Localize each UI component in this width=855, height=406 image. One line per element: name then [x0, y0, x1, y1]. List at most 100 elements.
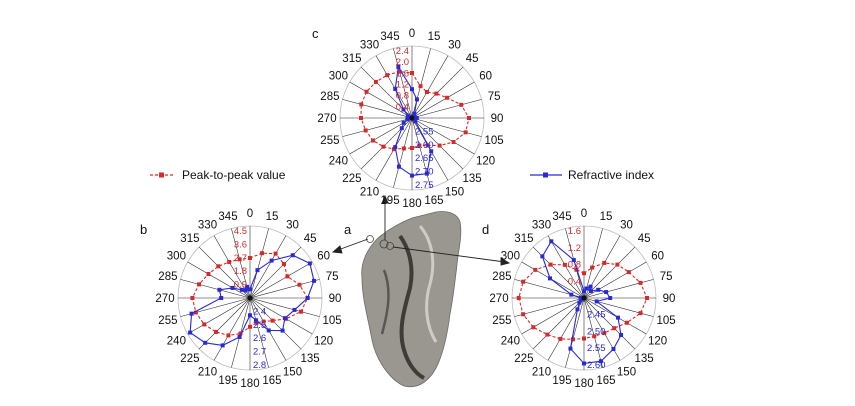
panel-label-c: c [312, 26, 319, 41]
data-point-peak [626, 270, 631, 275]
angle-tick-label: 30 [286, 219, 299, 231]
data-point-peak [417, 143, 422, 148]
angle-tick-label: 345 [380, 31, 399, 43]
data-point-peak [226, 333, 231, 338]
angle-tick-label: 15 [600, 211, 613, 223]
polar-spoke [198, 297, 251, 350]
angle-tick-label: 285 [320, 91, 339, 103]
data-point-refractive [604, 290, 609, 295]
angle-tick-label: 135 [635, 353, 654, 365]
data-point-refractive [237, 334, 242, 339]
angle-tick-label: 150 [445, 187, 464, 199]
angle-tick-label: 240 [329, 156, 348, 168]
polar-spoke [411, 117, 464, 170]
angle-tick-label: 315 [342, 53, 361, 65]
specimen-mid-stripe [380, 269, 390, 335]
radial-tick-refractive: 2.65 [415, 153, 434, 164]
data-point-peak [545, 332, 550, 337]
data-point-refractive [571, 258, 576, 263]
polar-spoke [411, 117, 475, 155]
data-point-peak [401, 146, 406, 151]
data-point-refractive [412, 111, 417, 116]
radial-tick-peak: 2.0 [396, 57, 409, 68]
data-point-peak [615, 262, 620, 267]
angle-tick-label: 15 [428, 31, 441, 43]
angle-tick-label: 45 [638, 233, 651, 245]
data-point-refractive [230, 285, 235, 290]
data-point-refractive [307, 261, 312, 266]
measure-point-d [386, 242, 394, 250]
data-point-peak [261, 319, 266, 324]
angle-tick-label: 0 [247, 208, 253, 220]
angle-tick-label: 0 [409, 28, 415, 40]
connector-arrows [331, 194, 511, 266]
data-point-refractive [577, 300, 582, 305]
data-point-refractive [290, 253, 295, 258]
angle-tick-label: 75 [660, 271, 673, 283]
polar-spoke [249, 297, 269, 368]
data-point-refractive [248, 287, 252, 292]
data-point-peak [359, 116, 363, 120]
angle-tick-label: 90 [491, 113, 504, 125]
angle-tick-label: 120 [314, 336, 333, 348]
measure-point-c [379, 239, 389, 249]
polar-spoke [583, 261, 647, 299]
angle-tick-label: 330 [360, 39, 379, 51]
polar-spoke [187, 261, 251, 299]
data-point-peak [516, 296, 521, 300]
polar-spoke [514, 297, 585, 317]
radial-tick-refractive: 2.8 [253, 360, 266, 371]
data-point-peak [531, 325, 536, 330]
data-point-refractive [255, 268, 260, 273]
data-point-refractive [598, 359, 603, 364]
polar-spoke [583, 297, 603, 368]
radial-tick-refractive: 2.75 [415, 180, 434, 191]
data-point-peak [196, 282, 201, 287]
data-point-refractive [305, 296, 310, 300]
data-point-peak [260, 251, 265, 256]
angle-tick-label: 165 [262, 375, 281, 387]
data-point-peak [285, 274, 290, 279]
specimen-dark-stripe [398, 234, 425, 380]
data-point-peak [548, 262, 553, 267]
polar-center [581, 295, 587, 301]
radial-tick-peak: 0.4 [568, 276, 581, 287]
data-point-refractive [189, 311, 194, 316]
radial-tick-refractive: 2.7 [253, 347, 266, 358]
angle-tick-label: 210 [532, 367, 551, 379]
angle-tick-label: 285 [492, 271, 511, 283]
data-point-peak [238, 331, 243, 336]
data-point-peak [202, 322, 207, 327]
polar-spoke [411, 117, 482, 137]
radial-tick-refractive: 2.60 [587, 360, 606, 371]
data-point-refractive [578, 296, 583, 300]
angle-tick-label: 300 [501, 251, 520, 263]
angle-tick-label: 180 [402, 198, 421, 210]
data-point-peak [434, 91, 439, 96]
data-point-peak [397, 69, 402, 74]
data-point-peak [364, 89, 369, 94]
polar-spoke [349, 117, 413, 155]
data-point-peak [273, 251, 278, 256]
data-point-peak [214, 329, 219, 334]
data-point-refractive [248, 313, 252, 318]
data-point-refractive [396, 64, 401, 69]
data-point-refractive [280, 328, 285, 333]
arrow-head-c [381, 194, 389, 204]
data-point-refractive [588, 284, 593, 289]
data-point-peak [216, 264, 221, 269]
data-point-refractive [594, 299, 599, 304]
radial-tick-peak: 0.4 [396, 102, 409, 113]
data-point-peak [638, 311, 643, 316]
radial-tick-peak: 0.8 [396, 91, 409, 102]
data-point-peak [425, 90, 429, 95]
polar-spoke [213, 297, 251, 361]
legend-peak-label: Peak-to-peak value [182, 168, 286, 182]
data-point-refractive [582, 361, 586, 366]
polar-spoke [565, 297, 585, 368]
data-point-peak [602, 331, 607, 336]
data-point-peak [363, 128, 368, 133]
